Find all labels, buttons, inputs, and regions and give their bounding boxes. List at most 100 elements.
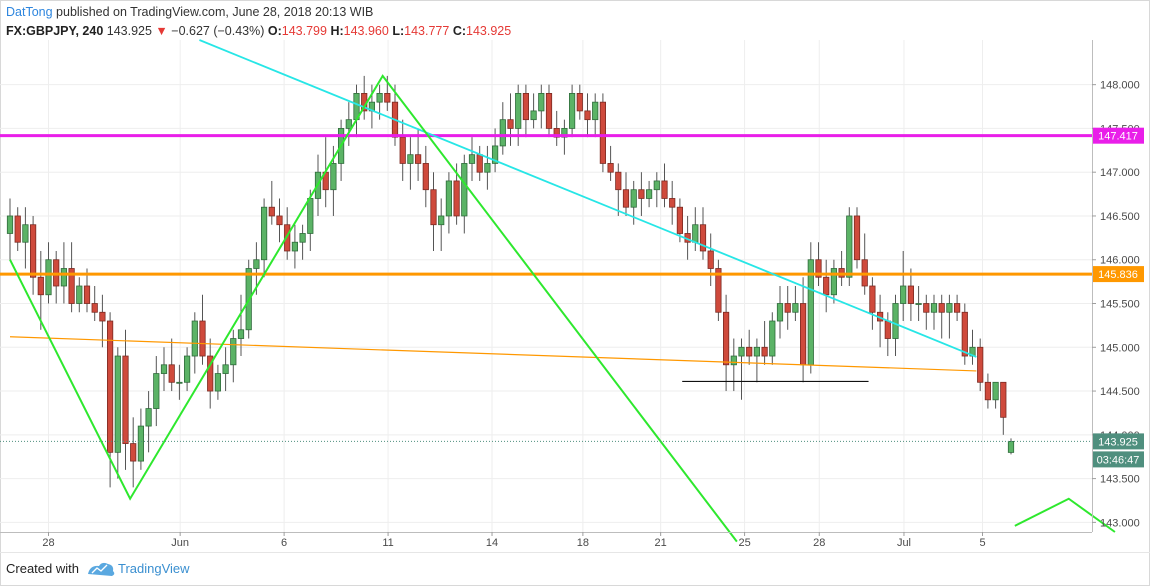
symbol: FX:GBPJPY, 240 [6,24,103,38]
candle-body [345,119,352,129]
candle [892,294,899,357]
candle [853,207,861,269]
price-axis-labels: 147.417 145.836 143.925 03:46:47 [1093,127,1144,468]
time-tick-label: 11 [382,537,393,549]
candle-body [776,303,784,322]
legend-header: DatTong published on TradingView.com, Ju… [6,5,511,38]
high-label: H: [330,24,343,38]
candle-body [1000,381,1007,418]
candle-body [14,215,21,243]
candle-body [869,285,876,313]
candle [1000,381,1007,435]
candle-body [622,189,630,208]
author-link[interactable]: DatTong [6,5,53,19]
candle [815,242,822,286]
candle-body [1007,440,1015,453]
candle-body [399,136,406,164]
candle-body [237,329,245,339]
time-tick-label: 28 [42,537,54,549]
published-line: DatTong published on TradingView.com, Ju… [6,5,373,19]
candle [676,198,684,243]
candle-body [884,320,891,339]
price-axis[interactable]: 148.000147.500147.000146.500146.000145.5… [1092,40,1144,532]
candle [468,137,476,181]
plot-area[interactable] [0,39,1116,543]
price-tick-label: 147.000 [1100,167,1140,179]
candle-body [22,224,29,243]
candle-body [846,215,853,278]
tradingview-logo-icon[interactable] [88,562,115,576]
candle-body [468,154,476,164]
candle-body [992,381,999,401]
candle [954,294,961,322]
price-label-badge [1093,127,1144,144]
candle [807,242,814,374]
candle [576,84,583,120]
candle-body [723,311,730,366]
price-tick-label: 145.500 [1100,299,1140,311]
candle [291,224,299,269]
candle [907,268,915,322]
candle-body [199,320,206,357]
candle-body [646,189,653,199]
candle [122,329,129,470]
candle [6,198,14,260]
candle [738,338,745,400]
candle [160,347,168,392]
candle [130,417,137,488]
candle [207,338,214,409]
candle [114,347,121,479]
candle [707,233,714,286]
time-tick-label: 5 [979,537,985,549]
open-label: O: [268,24,282,38]
candle-body [784,303,791,313]
tradingview-brand[interactable]: TradingView [118,561,190,576]
candle-body [253,259,260,269]
candle [153,356,160,427]
candle [445,172,453,234]
candle-body [538,93,545,112]
candle [923,294,930,330]
candle [569,84,576,138]
candle-body [168,364,175,383]
candle [669,180,676,225]
candle-body [68,268,75,304]
candle [830,259,838,304]
trend-line [199,39,977,358]
candle-body [669,198,676,208]
candle [199,294,206,365]
candle-body [769,320,776,357]
candle [661,163,668,208]
candles [6,75,1015,488]
candle-body [545,93,553,129]
candle-body [99,311,106,322]
time-axis[interactable]: 28 Jun 6 11 14 18 21 25 28 Jul 5 [0,532,1092,549]
candle-body [438,215,445,226]
candle-body [407,154,414,164]
candle [430,172,437,251]
candle-body [153,373,160,409]
candle-body [499,119,506,147]
candle-body [268,206,275,217]
candle [792,286,799,322]
candle-body [122,355,129,444]
candle [761,321,768,365]
candle-body [384,93,391,103]
candle-body [569,93,576,129]
candle-body [276,215,283,226]
candle [83,268,91,313]
candle [900,250,907,322]
time-axis-ticks: 28 Jun 6 11 14 18 21 25 28 Jul 5 [42,532,986,549]
candle-body [476,154,483,173]
candle-body [946,303,953,313]
candle-body [491,145,499,164]
time-tick-label: 18 [577,537,589,549]
candle-body [792,303,799,313]
price-label-badge [1093,266,1144,283]
candle [930,294,938,330]
candle-body [207,355,214,392]
candle-body [638,189,645,199]
candle [237,294,245,357]
candle [723,294,730,392]
price-tick-label: 148.000 [1100,80,1140,92]
